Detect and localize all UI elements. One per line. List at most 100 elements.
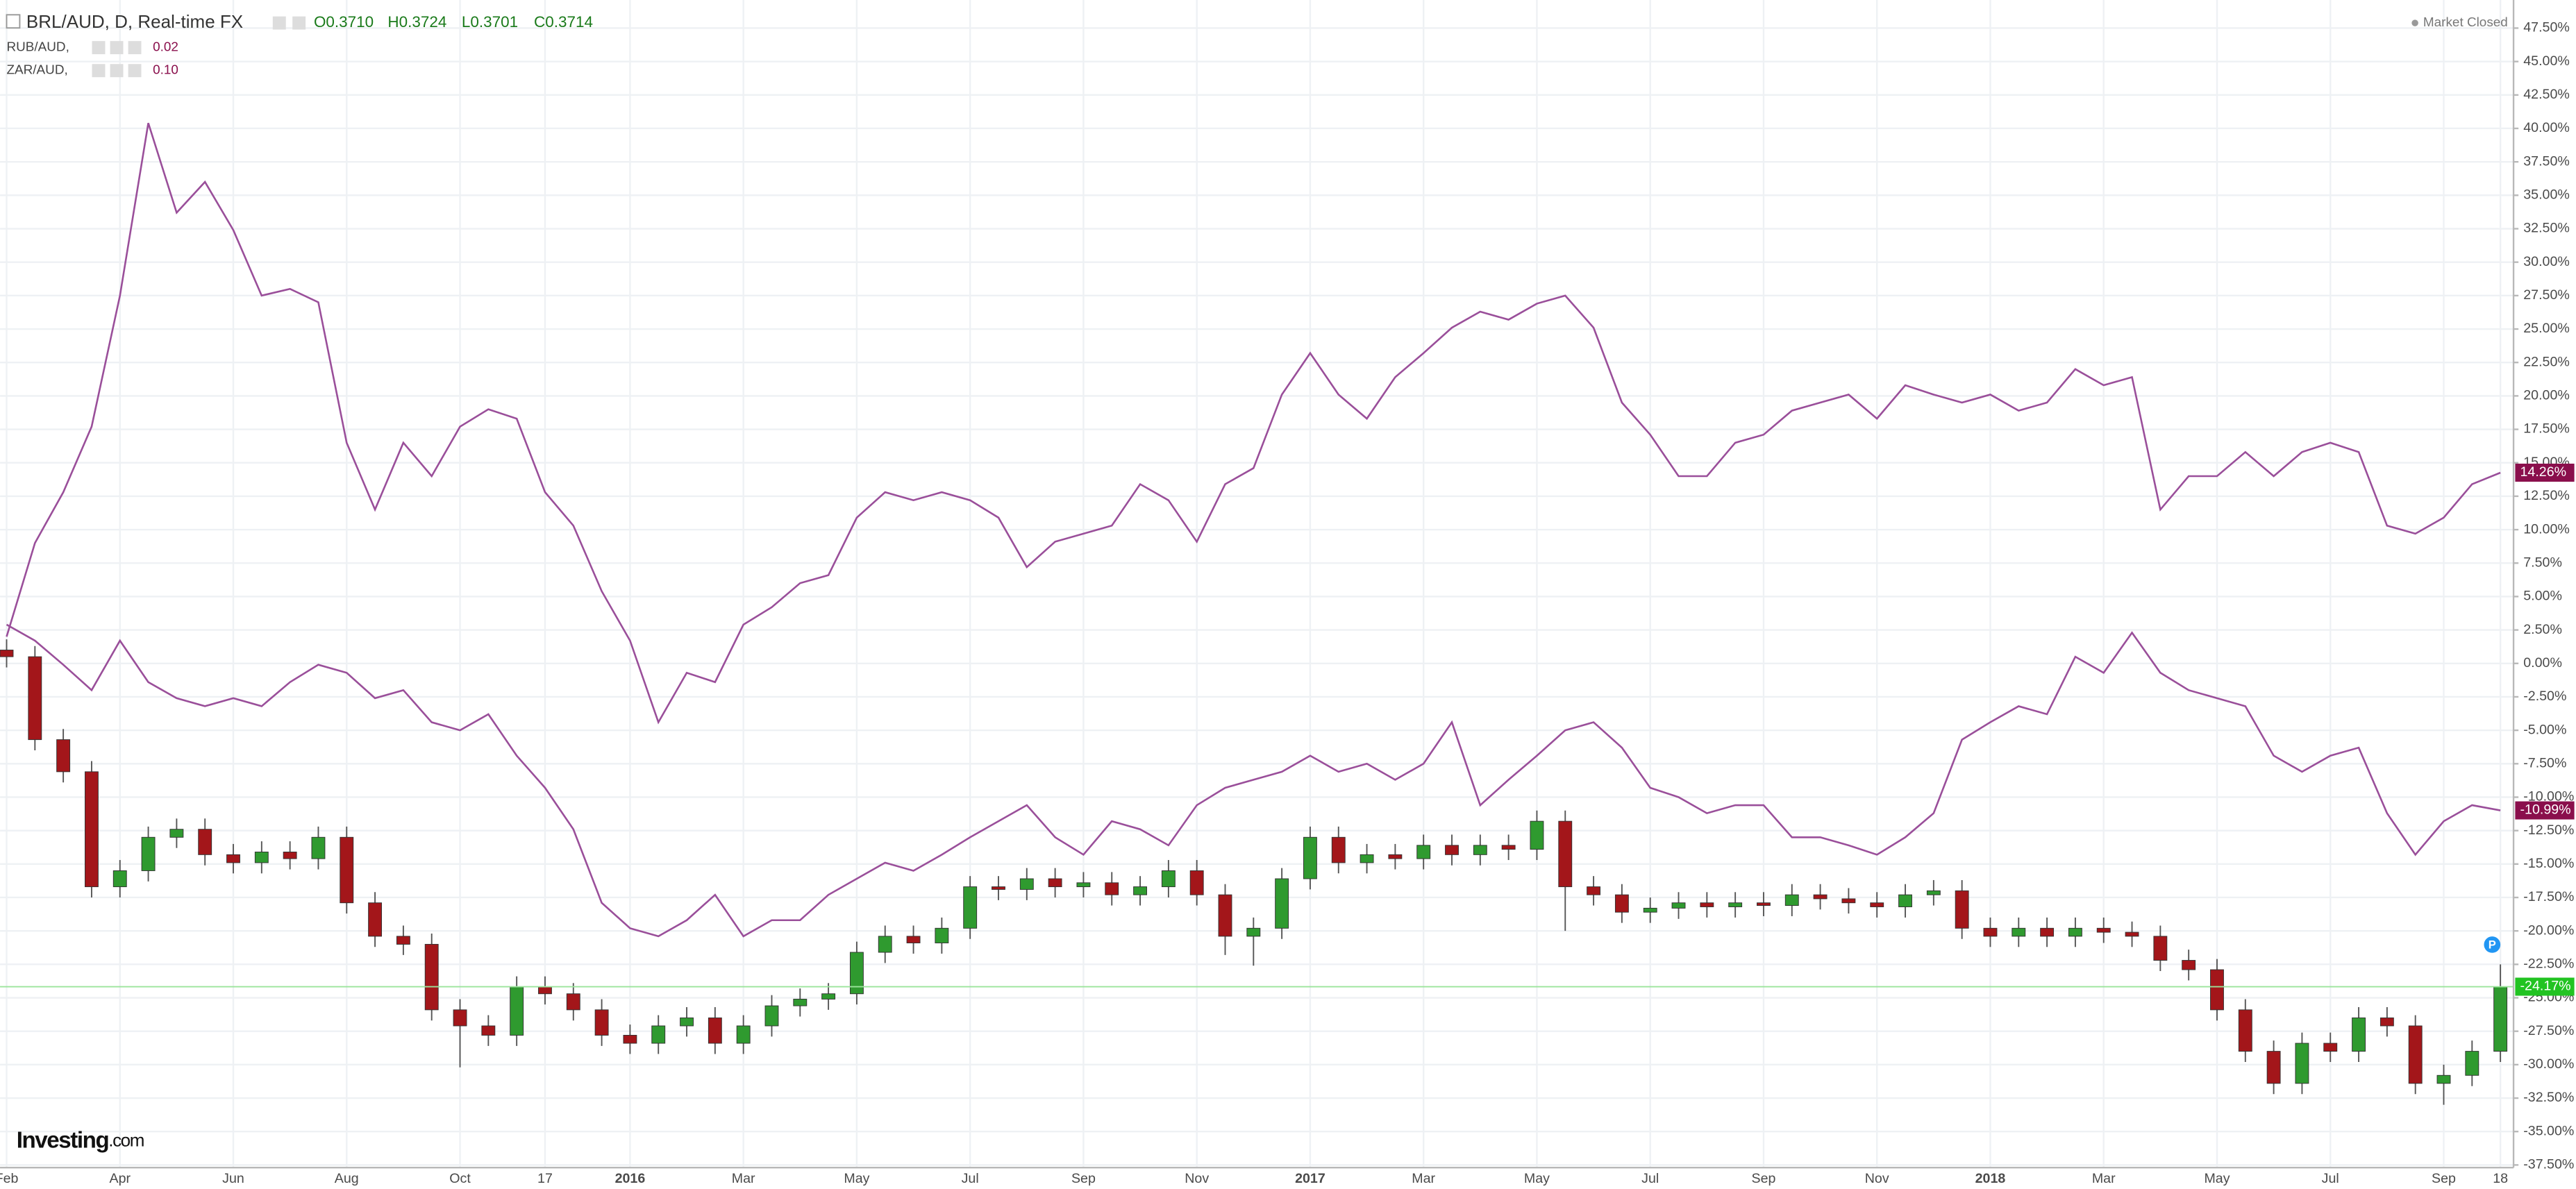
y-tick-label: 7.50%: [2523, 555, 2562, 570]
candle-body: [1189, 870, 1204, 895]
x-tick-label: Jun: [222, 1171, 244, 1186]
market-status: Market Closed: [2423, 15, 2508, 30]
candle-body: [1218, 894, 1232, 937]
collapse-icon[interactable]: [6, 14, 21, 29]
x-tick-label: Apr: [109, 1171, 131, 1186]
y-tick-label: 10.00%: [2523, 521, 2570, 537]
y-tick-label: -15.00%: [2523, 856, 2574, 871]
y-tick-label: -2.50%: [2523, 689, 2566, 704]
candle-body: [1955, 890, 1969, 929]
y-tick-label: -10.00%: [2523, 789, 2574, 804]
candle-body: [2323, 1043, 2338, 1052]
settings-icon[interactable]: [272, 16, 286, 30]
y-tick-label: 27.50%: [2523, 287, 2570, 303]
candle-body: [1587, 886, 1601, 895]
x-tick-label: Oct: [449, 1171, 471, 1186]
y-tick-label: 5.00%: [2523, 589, 2562, 604]
x-tick-label: Nov: [1865, 1171, 1889, 1186]
marker-label: P: [2489, 938, 2496, 952]
candle-body: [2238, 1009, 2252, 1052]
logo-suffix: .com: [108, 1129, 144, 1150]
logo: Investing.com: [17, 1127, 144, 1153]
candle-body: [1501, 845, 1516, 850]
logo-brand: Investing: [17, 1127, 109, 1153]
legend-icon: [128, 64, 142, 78]
candle-body: [1360, 854, 1374, 863]
y-tick-label: -35.00%: [2523, 1123, 2574, 1138]
y-tick-label: -27.50%: [2523, 1023, 2574, 1038]
legend-icon: [92, 41, 106, 55]
x-tick-label: May: [1524, 1171, 1550, 1186]
candle-body: [226, 854, 240, 863]
candle-body: [2040, 927, 2055, 937]
legend: RUB/AUD, 0.02 ZAR/AUD, 0.10: [7, 40, 178, 78]
candle-body: [935, 927, 949, 943]
candle-body: [85, 771, 99, 888]
candle-body: [1614, 894, 1629, 913]
last-price-label: -24.17%: [2520, 979, 2571, 994]
candle-body: [283, 852, 297, 859]
candle-body: [2012, 927, 2026, 937]
candle-body: [764, 1005, 779, 1027]
y-tick-label: 0.00%: [2523, 655, 2562, 671]
x-tick-label: Aug: [335, 1171, 359, 1186]
y-tick-label: 22.50%: [2523, 354, 2570, 369]
candle-body: [1813, 894, 1828, 900]
x-tick-label: Feb: [0, 1171, 18, 1186]
y-tick-label: 37.50%: [2523, 153, 2570, 169]
candle-body: [1643, 907, 1657, 913]
settings-icon[interactable]: [292, 16, 306, 30]
y-tick-label: 32.50%: [2523, 221, 2570, 236]
x-tick-label: 2016: [615, 1171, 646, 1186]
candle-body: [198, 829, 212, 855]
plot-area: P: [0, 122, 2514, 1105]
candle-body: [878, 936, 892, 953]
candle-body: [992, 886, 1005, 890]
y-tick-label: -12.50%: [2523, 823, 2574, 838]
candle-body: [1019, 878, 1034, 890]
candle-body: [1473, 845, 1487, 855]
y-tick-label: 12.50%: [2523, 488, 2570, 503]
candle-body: [424, 943, 439, 1011]
candle-body: [56, 739, 71, 773]
candle-body: [2295, 1043, 2309, 1084]
candle-body: [1246, 927, 1261, 937]
grid: [0, 0, 2514, 1168]
candle-body: [112, 870, 127, 888]
candle-body: [28, 656, 42, 741]
y-tick-label: 40.00%: [2523, 120, 2570, 135]
candle-body: [311, 836, 326, 859]
candle-body: [623, 1034, 637, 1044]
close-value: C0.3714: [534, 13, 593, 31]
x-tick-label: Mar: [2092, 1171, 2116, 1186]
legend-label: RUB/AUD,: [7, 40, 69, 55]
legend-icon: [92, 64, 106, 78]
candle-body: [1388, 854, 1403, 859]
candle-body: [1728, 902, 1743, 907]
candle-body: [594, 1009, 609, 1036]
candle-body: [1671, 902, 1686, 909]
legend-icon: [110, 41, 124, 55]
x-tick-label: Jul: [2322, 1171, 2339, 1186]
legend-value: 0.10: [153, 63, 178, 78]
last-value-label: -10.99%: [2520, 802, 2571, 818]
candle-body: [2436, 1074, 2451, 1084]
y-tick-label: -30.00%: [2523, 1056, 2574, 1072]
candle-body: [1416, 845, 1431, 859]
candle-body: [1105, 882, 1119, 895]
candle-body: [1161, 870, 1176, 888]
y-tick-label: -32.50%: [2523, 1090, 2574, 1105]
candle-body: [453, 1009, 467, 1027]
candle-body: [680, 1017, 694, 1027]
candle-body: [906, 936, 921, 943]
y-tick-label: 17.50%: [2523, 421, 2570, 437]
x-tick-label: Nov: [1185, 1171, 1209, 1186]
candle-body: [368, 902, 383, 937]
candle-body: [396, 936, 410, 945]
y-tick-label: 25.00%: [2523, 321, 2570, 336]
y-tick-label: -17.50%: [2523, 889, 2574, 904]
candle-body: [1048, 878, 1062, 888]
last-price-box: [2515, 977, 2575, 996]
candle-body: [1757, 902, 1771, 906]
x-tick-label: 18: [2493, 1171, 2508, 1186]
